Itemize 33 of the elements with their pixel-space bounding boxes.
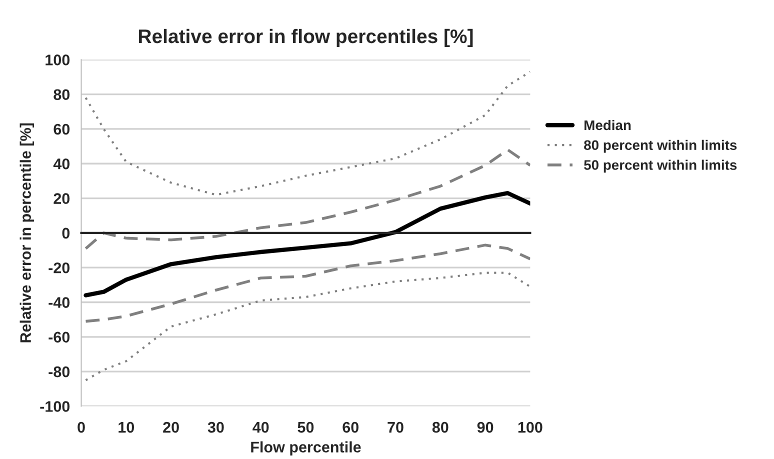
x-tick-label: 90 bbox=[477, 422, 494, 433]
line-series bbox=[84, 272, 530, 382]
y-tick-label: -80 bbox=[48, 366, 70, 378]
line-series bbox=[84, 70, 530, 196]
y-tick-label: 40 bbox=[53, 158, 70, 170]
y-tick-label: 80 bbox=[54, 89, 70, 100]
x-tick-label: 80 bbox=[432, 422, 448, 433]
chart-title: Relative error in flow percentiles [%] bbox=[139, 28, 473, 48]
x-tick-label: 50 bbox=[298, 422, 314, 433]
x-tick-label: 60 bbox=[342, 422, 358, 433]
x-tick-label: 0 bbox=[78, 422, 85, 433]
legend-label: 80 percent within limits bbox=[584, 140, 737, 153]
y-tick-label: -60 bbox=[48, 332, 70, 343]
y-tick-label: -100 bbox=[40, 401, 70, 412]
x-tick-label: 70 bbox=[388, 422, 404, 433]
x-axis-title: Flow percentile bbox=[251, 441, 361, 456]
line-series bbox=[84, 148, 530, 250]
y-tick-label: 0 bbox=[62, 228, 70, 239]
x-tick-label: 100 bbox=[518, 422, 542, 433]
x-tick-label: 40 bbox=[252, 422, 269, 433]
x-tick-label: 20 bbox=[163, 422, 179, 433]
legend-label: 50 percent within limits bbox=[584, 160, 737, 173]
legend-label: Median bbox=[584, 120, 631, 130]
line-series bbox=[84, 191, 530, 298]
y-axis-title: Relative error in percentile [%] bbox=[20, 123, 34, 342]
line-series bbox=[84, 244, 530, 323]
y-tick-label: 20 bbox=[54, 193, 70, 204]
y-tick-label: 100 bbox=[46, 54, 70, 66]
y-tick-label: -20 bbox=[48, 262, 70, 274]
y-tick-label: -40 bbox=[48, 297, 70, 308]
x-tick-label: 10 bbox=[118, 422, 134, 433]
y-tick-label: 60 bbox=[54, 124, 70, 135]
x-tick-label: 30 bbox=[208, 422, 224, 433]
